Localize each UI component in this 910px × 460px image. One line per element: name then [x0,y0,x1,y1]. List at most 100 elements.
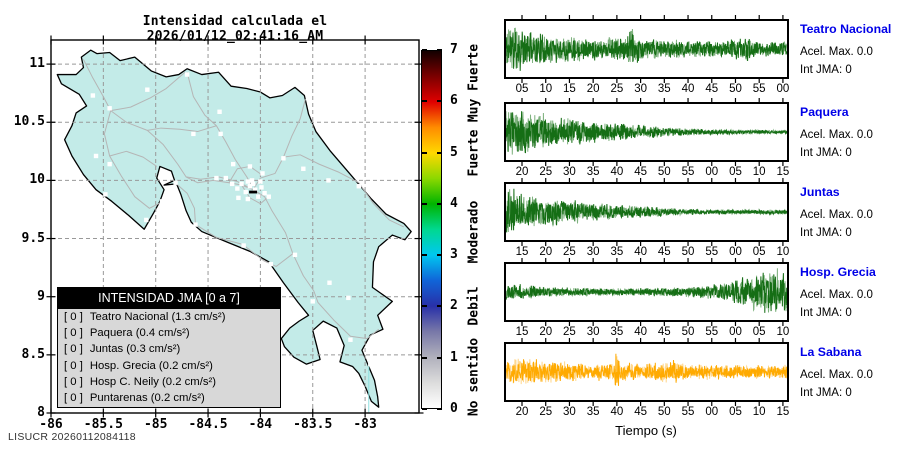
station-int-jma: Int JMA: 0 [800,307,852,319]
waveform-plot-la-sabana [504,338,789,406]
time-tick-label: 10 [752,166,766,178]
time-tick-label: 30 [586,246,600,258]
time-tick-label: 55 [681,406,695,418]
colorbar-tick-label: 5 [450,144,458,160]
time-tick-label: 35 [657,83,671,95]
time-tick-label: 15 [563,83,576,95]
legend-station-label: Puntarenas (0.2 cm/s²) [89,391,205,404]
time-tick-label: 15 [776,406,790,418]
colorbar-tick [437,305,442,308]
latitude-tick-label: 10 [29,172,45,188]
time-tick-label: 30 [563,406,576,418]
station-int-jma: Int JMA: 0 [800,227,852,239]
time-tick-label: 00 [729,246,742,258]
latitude-tick-label: 8 [37,405,45,420]
colorbar-tick [437,356,442,359]
time-axis: 05 10 15 20 25 30 35 40 45 50 55 00 [503,83,795,96]
legend-header: INTENSIDAD JMA [0 a 7] [58,288,280,309]
longitude-tick-label: -86 [39,417,63,432]
time-tick-label: 50 [681,246,695,258]
latitude-tick-label: 9 [37,288,45,304]
time-tick-label: 35 [586,406,600,418]
intensity-legend: INTENSIDAD JMA [0 a 7] [ 0 ] Teatro Naci… [57,287,281,408]
colorbar-category-label: No sentido [466,338,482,417]
time-tick-label: 10 [776,326,790,338]
legend-intensity-value: [ 0 ] [64,359,83,372]
colorbar-tick [422,254,427,257]
time-tick-label: 00 [705,166,719,178]
time-axis: 20 25 30 35 40 45 50 55 00 05 10 15 [503,166,795,179]
time-tick-label: 45 [705,83,719,95]
time-tick-label: 00 [705,406,719,418]
time-tick-label: 55 [705,246,719,258]
station-name: Hosp. Grecia [800,265,876,279]
legend-row: [ 0 ] Juntas (0.3 cm/s²) [58,341,280,357]
legend-intensity-value: [ 0 ] [64,391,83,404]
time-tick-label: 05 [515,83,529,95]
time-tick-label: 25 [563,246,576,258]
colorbar-category-label: Moderado [466,200,482,264]
legend-intensity-value: [ 0 ] [64,311,83,323]
time-tick-label: 00 [729,326,742,338]
legend-station-label: Juntas (0.3 cm/s²) [89,343,181,356]
waveform-plot-paquera [504,98,789,166]
station-acel-max: Acel. Max. 0.0 [800,129,873,141]
latitude-tick-label: 10.5 [13,114,45,130]
legend-intensity-value: [ 0 ] [64,343,83,356]
time-axis: 15 20 25 30 35 40 45 50 55 00 05 10 [503,326,795,339]
time-tick-label: 10 [752,406,766,418]
time-tick-label: 25 [563,326,576,338]
time-tick-label: 45 [657,326,671,338]
time-tick-label: 30 [586,326,600,338]
station-int-jma: Int JMA: 0 [800,147,852,159]
time-tick-label: 40 [634,326,647,338]
time-tick-label: 15 [515,326,529,338]
footer-timestamp: LISUCR 20260112084118 [8,431,136,443]
time-tick-label: 40 [634,246,647,258]
colorbar-tick-label: 2 [450,298,458,314]
legend-intensity-value: [ 0 ] [64,327,83,340]
time-tick-label: 15 [515,246,529,258]
colorbar-tick [422,49,427,51]
time-tick-label: 10 [539,83,553,95]
time-tick-label: 50 [729,83,742,95]
longitude-tick-label: -83 [353,417,377,432]
time-tick-label: 05 [729,166,742,178]
station-name: La Sabana [800,345,862,359]
time-axis: 20 25 30 35 40 45 50 55 00 05 10 15 [503,406,795,419]
colorbar-tick [422,100,427,103]
legend-row: [ 0 ] Paquera (0.4 cm/s²) [58,325,280,341]
legend-station-label: Hosp C. Neily (0.2 cm/s²) [89,375,217,388]
time-tick-label: 40 [610,406,624,418]
time-tick-label: 00 [776,83,790,95]
colorbar-tick-label: 0 [450,401,458,416]
colorbar-category-label: Muy Fuerte [466,44,482,123]
time-tick-label: 10 [776,246,790,258]
colorbar-tick [437,408,442,410]
time-tick-label: 45 [657,246,671,258]
station-name: Juntas [800,185,840,199]
colorbar-tick-label: 7 [450,42,458,57]
legend-station-label: Hosp. Grecia (0.2 cm/s²) [89,359,213,372]
legend-row: [ 0 ] Teatro Nacional (1.3 cm/s²) [58,309,280,325]
colorbar-tick-label: 1 [450,349,458,365]
station-acel-max: Acel. Max. 0.0 [800,46,873,58]
colorbar-tick [437,202,442,205]
colorbar-tick-label: 3 [450,247,458,263]
time-tick-label: 30 [634,83,647,95]
station-name: Paquera [800,105,849,119]
colorbar-tick [422,356,427,359]
intensity-colorbar [421,50,442,409]
time-tick-label: 40 [610,166,624,178]
legend-station-label: Paquera (0.4 cm/s²) [89,327,190,340]
longitude-tick-label: -84 [248,417,273,432]
time-tick-label: 20 [539,326,553,338]
time-axis: 15 20 25 30 35 40 45 50 55 00 05 10 [503,246,795,259]
time-tick-label: 55 [752,83,766,95]
longitude-tick-label: -84.5 [188,417,228,432]
time-tick-label: 20 [586,83,600,95]
time-tick-label: 25 [610,83,624,95]
time-tick-label: 05 [752,246,766,258]
colorbar-tick [422,305,427,308]
